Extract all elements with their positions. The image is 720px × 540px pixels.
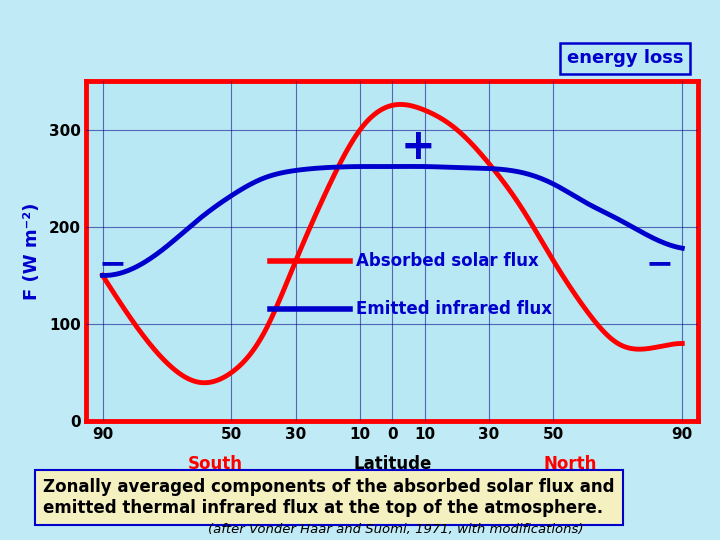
Text: Emitted infrared flux: Emitted infrared flux <box>356 300 552 318</box>
Text: North: North <box>543 455 597 473</box>
Text: (after Vonder Haar and Suomi, 1971, with modifications): (after Vonder Haar and Suomi, 1971, with… <box>208 523 584 536</box>
Text: −: − <box>98 247 126 280</box>
Text: South: South <box>187 455 243 473</box>
Y-axis label: F (W m⁻²): F (W m⁻²) <box>22 202 40 300</box>
Text: Absorbed solar flux: Absorbed solar flux <box>356 252 539 271</box>
Text: energy loss: energy loss <box>567 49 683 68</box>
Text: +: + <box>401 126 436 168</box>
Text: Latitude: Latitude <box>354 455 431 473</box>
Text: −: − <box>646 247 674 280</box>
Text: Zonally averaged components of the absorbed solar flux and
emitted thermal infra: Zonally averaged components of the absor… <box>43 478 615 517</box>
